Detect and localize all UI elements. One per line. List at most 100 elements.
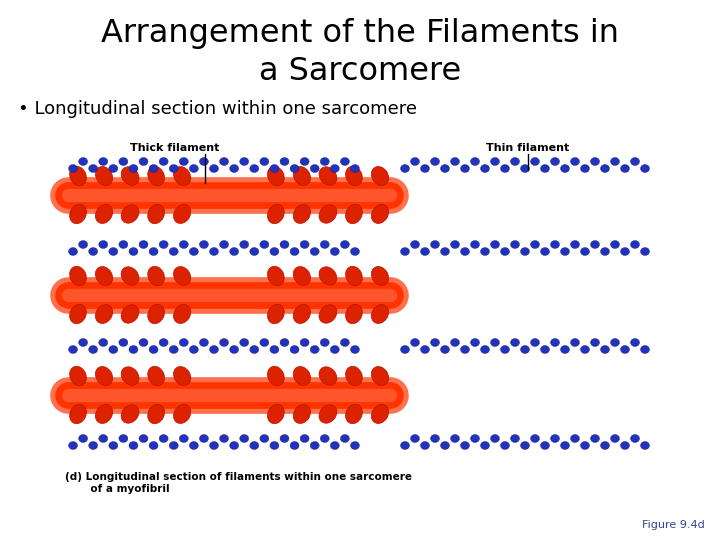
Ellipse shape: [199, 158, 208, 165]
Ellipse shape: [420, 247, 430, 255]
Ellipse shape: [510, 158, 520, 165]
Ellipse shape: [189, 247, 199, 255]
Text: Thin filament: Thin filament: [487, 143, 570, 153]
Ellipse shape: [451, 158, 459, 165]
Ellipse shape: [551, 339, 559, 347]
Ellipse shape: [600, 442, 610, 449]
Ellipse shape: [461, 247, 469, 255]
Ellipse shape: [109, 346, 118, 354]
Ellipse shape: [129, 346, 138, 354]
Ellipse shape: [300, 339, 309, 347]
Ellipse shape: [346, 404, 362, 424]
Ellipse shape: [611, 240, 619, 248]
Ellipse shape: [541, 247, 549, 255]
Ellipse shape: [210, 346, 218, 354]
Ellipse shape: [250, 247, 258, 255]
Ellipse shape: [441, 442, 449, 449]
Ellipse shape: [510, 240, 520, 248]
Ellipse shape: [199, 339, 208, 347]
Ellipse shape: [611, 435, 619, 442]
Ellipse shape: [280, 435, 289, 442]
Ellipse shape: [570, 240, 580, 248]
Ellipse shape: [220, 240, 228, 248]
Ellipse shape: [109, 247, 118, 255]
Ellipse shape: [470, 339, 480, 347]
Ellipse shape: [210, 442, 218, 449]
Ellipse shape: [99, 339, 108, 347]
Ellipse shape: [70, 404, 86, 424]
Ellipse shape: [521, 165, 529, 172]
Ellipse shape: [372, 404, 389, 423]
Ellipse shape: [250, 346, 258, 354]
Ellipse shape: [68, 346, 78, 354]
Ellipse shape: [580, 442, 590, 449]
Ellipse shape: [199, 240, 208, 248]
Ellipse shape: [490, 435, 500, 442]
Ellipse shape: [95, 205, 112, 224]
Ellipse shape: [320, 240, 329, 248]
Ellipse shape: [174, 205, 191, 224]
Ellipse shape: [372, 166, 389, 185]
Ellipse shape: [451, 240, 459, 248]
Ellipse shape: [121, 305, 139, 323]
Ellipse shape: [290, 247, 299, 255]
Ellipse shape: [621, 247, 629, 255]
Ellipse shape: [346, 305, 362, 323]
Ellipse shape: [149, 165, 158, 172]
Ellipse shape: [270, 247, 279, 255]
Ellipse shape: [410, 158, 420, 165]
Ellipse shape: [159, 435, 168, 442]
Ellipse shape: [631, 435, 639, 442]
Ellipse shape: [441, 247, 449, 255]
Ellipse shape: [319, 305, 337, 323]
Ellipse shape: [531, 240, 539, 248]
Ellipse shape: [560, 346, 570, 354]
Ellipse shape: [541, 442, 549, 449]
Ellipse shape: [480, 247, 490, 255]
Ellipse shape: [521, 346, 529, 354]
Ellipse shape: [293, 305, 310, 323]
Ellipse shape: [431, 339, 439, 347]
Ellipse shape: [121, 205, 139, 223]
Ellipse shape: [531, 158, 539, 165]
Ellipse shape: [109, 442, 118, 449]
Ellipse shape: [70, 305, 86, 323]
Ellipse shape: [148, 305, 164, 323]
Ellipse shape: [470, 158, 480, 165]
Ellipse shape: [230, 165, 238, 172]
Ellipse shape: [631, 240, 639, 248]
Ellipse shape: [260, 435, 269, 442]
Ellipse shape: [121, 267, 139, 285]
Ellipse shape: [149, 346, 158, 354]
Ellipse shape: [159, 158, 168, 165]
Ellipse shape: [420, 346, 430, 354]
Ellipse shape: [410, 339, 420, 347]
Ellipse shape: [490, 240, 500, 248]
Ellipse shape: [510, 339, 520, 347]
Ellipse shape: [230, 247, 238, 255]
Ellipse shape: [631, 158, 639, 165]
Ellipse shape: [280, 158, 289, 165]
Ellipse shape: [189, 346, 199, 354]
Ellipse shape: [95, 367, 112, 386]
Ellipse shape: [320, 435, 329, 442]
Ellipse shape: [611, 158, 619, 165]
Ellipse shape: [341, 158, 349, 165]
Ellipse shape: [270, 442, 279, 449]
Ellipse shape: [372, 367, 389, 386]
Ellipse shape: [139, 158, 148, 165]
Ellipse shape: [621, 165, 629, 172]
Ellipse shape: [351, 165, 359, 172]
Ellipse shape: [267, 305, 284, 323]
Ellipse shape: [179, 158, 189, 165]
Ellipse shape: [169, 165, 179, 172]
Ellipse shape: [267, 366, 284, 386]
Ellipse shape: [89, 346, 98, 354]
Ellipse shape: [341, 339, 349, 347]
Ellipse shape: [240, 339, 248, 347]
Ellipse shape: [560, 165, 570, 172]
Ellipse shape: [280, 339, 289, 347]
Ellipse shape: [590, 240, 600, 248]
Ellipse shape: [300, 435, 309, 442]
Ellipse shape: [330, 247, 339, 255]
